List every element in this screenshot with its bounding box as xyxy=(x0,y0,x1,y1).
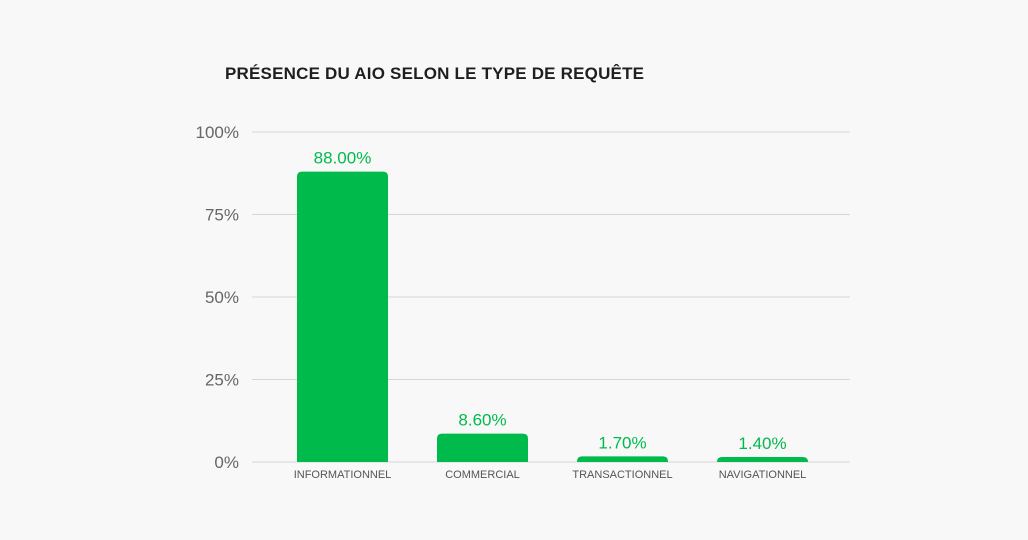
x-tick-label: NAVIGATIONNEL xyxy=(719,469,807,481)
x-axis-ticks: INFORMATIONNEL COMMERCIAL TRANSACTIONNEL NA… xyxy=(294,469,807,481)
y-axis-ticks: 0% 25% 50% 75% 100% xyxy=(196,123,239,472)
chart-title: PRÉSENCE DU AIO SELON LE TYPE DE REQUÊTE xyxy=(225,64,645,83)
bar-informationnel xyxy=(297,171,388,462)
y-tick-label: 25% xyxy=(205,371,239,390)
bars xyxy=(297,171,808,462)
bar-commercial xyxy=(437,433,528,462)
data-label: 1.40% xyxy=(738,434,786,453)
bar-navigationnel xyxy=(717,457,808,462)
data-label: 88.00% xyxy=(314,149,372,168)
y-tick-label: 0% xyxy=(214,453,239,472)
y-tick-label: 50% xyxy=(205,288,239,307)
x-tick-label: TRANSACTIONNEL xyxy=(572,469,672,481)
y-tick-label: 100% xyxy=(196,123,239,142)
x-tick-label: COMMERCIAL xyxy=(445,469,520,481)
data-labels: 88.00% 8.60% 1.70% 1.40% xyxy=(314,149,787,453)
data-label: 8.60% xyxy=(458,411,506,430)
data-label: 1.70% xyxy=(598,433,646,452)
y-tick-label: 75% xyxy=(205,206,239,225)
bar-transactionnel xyxy=(577,456,668,462)
x-tick-label: INFORMATIONNEL xyxy=(294,469,392,481)
